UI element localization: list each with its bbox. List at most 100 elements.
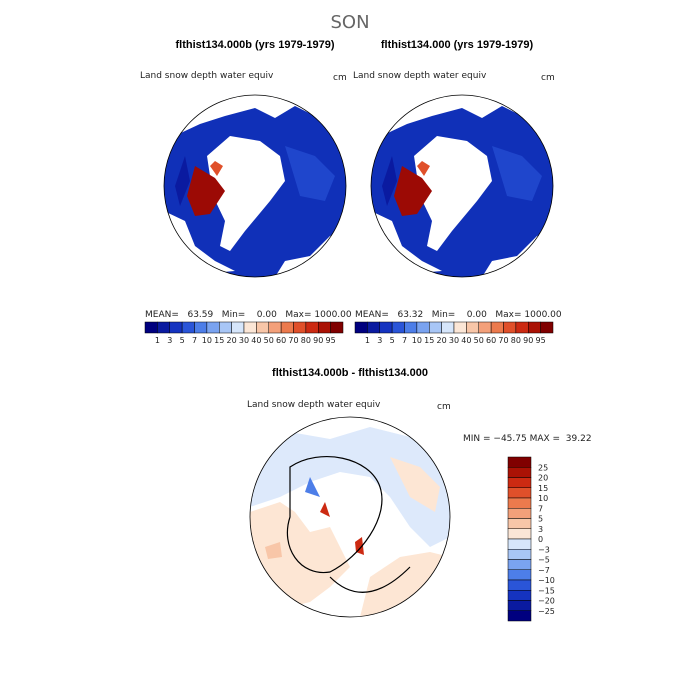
colorbar-label: 15	[538, 484, 548, 493]
color-box	[503, 321, 517, 334]
color-box	[507, 487, 532, 499]
panel-units: cm	[541, 73, 555, 83]
color-box	[330, 321, 344, 334]
color-box	[219, 321, 232, 334]
colorbar-label: 5	[390, 336, 395, 345]
color-box	[507, 569, 532, 581]
colorbar-label: 1	[155, 336, 160, 345]
colorbar-label: 20	[437, 336, 447, 345]
color-box	[231, 321, 245, 334]
color-box	[256, 321, 269, 334]
colorbar-label: 3	[377, 336, 382, 345]
colorbar-label: 5	[538, 515, 543, 524]
color-box	[528, 321, 541, 334]
colorbar-label: 20	[538, 474, 548, 483]
color-box	[169, 321, 183, 334]
color-box	[478, 321, 492, 334]
colorbar-label: 3	[167, 336, 172, 345]
colorbar: 1 3 5 7 10 15 20 30 40 50 60 70 80 90 95	[144, 321, 344, 345]
colorbar-label: 90	[313, 336, 323, 345]
color-box	[507, 559, 532, 570]
colorbar-label: 95	[326, 336, 336, 345]
colorbar-label: 95	[536, 336, 546, 345]
color-box	[268, 321, 282, 334]
color-box	[194, 321, 208, 334]
color-box	[540, 321, 554, 334]
colorbar-label: 25	[538, 463, 548, 472]
colorbar-label: 90	[523, 336, 533, 345]
color-box	[507, 508, 532, 519]
color-box	[507, 600, 532, 611]
colorbar-label: 3	[538, 525, 543, 534]
colorbar-label: 5	[180, 336, 185, 345]
colorbar-label: 1	[365, 336, 370, 345]
colorbar-label: −7	[538, 566, 550, 575]
colorbar-label: 7	[192, 336, 197, 345]
color-box	[318, 321, 331, 334]
color-box	[515, 321, 529, 334]
color-box	[507, 579, 532, 591]
color-box	[507, 590, 532, 601]
color-box	[429, 321, 442, 334]
colorbar-label: 30	[449, 336, 459, 345]
color-box	[293, 321, 307, 334]
panel-title: flthist134.000b - flthist134.000	[272, 367, 428, 379]
colorbar-label: 70	[498, 336, 508, 345]
colorbar-label: −10	[538, 576, 555, 585]
colorbar-label: 0	[538, 535, 543, 544]
panel-stats: MEAN= 63.59 Min= 0.00 Max= 1000.00	[145, 310, 352, 320]
colorbar-label: 80	[511, 336, 521, 345]
color-box	[507, 456, 532, 468]
panel-title: flthist134.000 (yrs 1979-1979)	[381, 39, 534, 51]
color-box	[367, 321, 380, 334]
color-box	[181, 321, 195, 334]
map	[371, 95, 553, 277]
colorbar-label: −15	[538, 586, 555, 595]
colorbar-label: 20	[227, 336, 237, 345]
panel-units: cm	[437, 402, 451, 412]
colorbar-label: 40	[251, 336, 261, 345]
panel-subtitle: Land snow depth water equiv	[140, 71, 274, 81]
colorbar-label: 30	[239, 336, 249, 345]
colorbar-label: 40	[461, 336, 471, 345]
color-box	[305, 321, 319, 334]
color-box	[453, 321, 467, 334]
colorbar-label: −5	[538, 556, 550, 565]
colorbar-label: 70	[288, 336, 298, 345]
color-box	[379, 321, 393, 334]
colorbar-label: 7	[538, 504, 543, 513]
color-box	[507, 467, 532, 478]
colorbar-label: −3	[538, 545, 550, 554]
color-box	[507, 477, 532, 488]
colorbar-label: −25	[538, 607, 555, 616]
color-box	[507, 538, 532, 550]
color-box	[507, 528, 532, 540]
colorbar-label: 10	[538, 494, 548, 503]
color-box	[490, 321, 504, 334]
color-box	[507, 549, 532, 560]
panel-units: cm	[333, 73, 347, 83]
color-box	[206, 321, 220, 334]
color-box	[507, 610, 532, 622]
panel-subtitle: Land snow depth water equiv	[353, 71, 487, 81]
color-box	[507, 497, 532, 509]
color-box	[157, 321, 170, 334]
colorbar-label: 60	[276, 336, 286, 345]
color-box	[243, 321, 257, 334]
difference-map	[249, 416, 451, 618]
color-box	[280, 321, 294, 334]
color-box	[354, 321, 368, 334]
panel-stats: MEAN= 63.32 Min= 0.00 Max= 1000.00	[355, 310, 562, 320]
panel-stats: MIN = −45.75 MAX = 39.22	[463, 434, 592, 444]
figure-title: SON	[330, 12, 369, 33]
color-box	[466, 321, 479, 334]
colorbar-label: 10	[412, 336, 422, 345]
panel-title: flthist134.000b (yrs 1979-1979)	[176, 39, 335, 51]
colorbar: 1 3 5 7 10 15 20 30 40 50 60 70 80 90 95	[354, 321, 554, 345]
colorbar-label: 7	[402, 336, 407, 345]
colorbar-label: 15	[424, 336, 434, 345]
colorbar-label: 80	[301, 336, 311, 345]
map	[164, 95, 346, 277]
